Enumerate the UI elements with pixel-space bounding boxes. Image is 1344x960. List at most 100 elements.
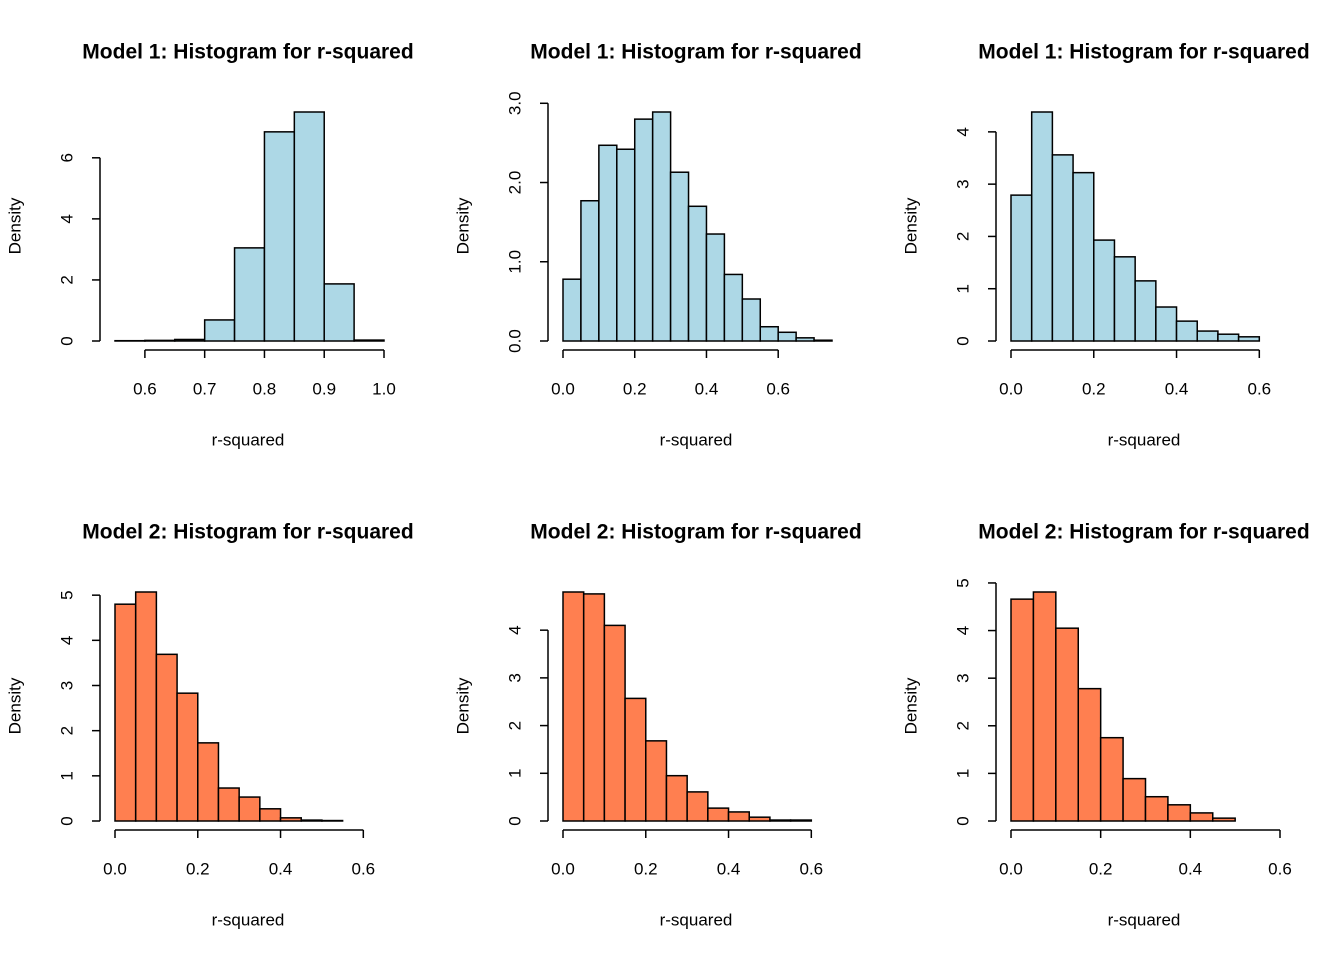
bar [705, 233, 726, 342]
x-axis-label: r-squared [660, 430, 733, 449]
y-tick-label: 1 [505, 769, 524, 778]
y-tick-label: 4 [57, 636, 76, 645]
y-tick-label: 0 [953, 816, 972, 825]
x-tick-label: 0.6 [1247, 379, 1271, 398]
bar [233, 247, 266, 342]
chart-title: Model 1: Histogram for r-squared [82, 41, 413, 64]
bar [174, 338, 206, 342]
bar [1196, 330, 1219, 342]
bar [741, 298, 762, 342]
y-tick-label: 2 [57, 726, 76, 735]
bar [1113, 256, 1136, 342]
bar [562, 591, 585, 822]
x-axis-label: r-squared [1108, 910, 1181, 929]
y-tick-label: 5 [57, 590, 76, 599]
bar [1175, 320, 1198, 342]
bar [603, 624, 626, 822]
bar [582, 593, 606, 822]
y-tick-label: 1 [953, 769, 972, 778]
y-tick-label: 2 [505, 721, 524, 730]
bar [263, 131, 296, 342]
y-tick-label: 1 [57, 771, 76, 780]
bar [1051, 154, 1074, 342]
x-tick-label: 0.2 [1082, 379, 1106, 398]
x-axis-label: r-squared [660, 910, 733, 929]
x-tick-label: 0.6 [1268, 859, 1292, 878]
x-tick-label: 1.0 [372, 379, 396, 398]
y-tick-label: 0 [57, 816, 76, 825]
y-tick-label: 3 [953, 673, 972, 682]
bar [769, 819, 792, 822]
y-tick-label: 3.0 [505, 91, 524, 115]
y-tick-label: 3 [505, 673, 524, 682]
bar [795, 337, 815, 342]
bar [1032, 591, 1057, 822]
x-axis-label: r-squared [212, 910, 285, 929]
bar [687, 205, 708, 342]
bar [1072, 171, 1095, 342]
bar [217, 787, 240, 822]
bar [723, 273, 744, 342]
bar [727, 811, 750, 822]
bar [645, 740, 668, 822]
bar [1167, 804, 1192, 822]
x-tick-label: 0.4 [1179, 859, 1203, 878]
x-tick-label: 0.0 [999, 859, 1023, 878]
bar [1144, 795, 1169, 822]
bar [748, 816, 771, 822]
bar [633, 118, 654, 342]
y-tick-label: 2 [953, 721, 972, 730]
x-tick-label: 0.8 [253, 379, 277, 398]
x-tick-label: 0.4 [1165, 379, 1189, 398]
bar [238, 796, 261, 822]
bar [293, 111, 325, 342]
y-tick-label: 4 [505, 625, 524, 634]
bar [176, 692, 199, 822]
x-tick-label: 0.4 [717, 859, 741, 878]
chart-title: Model 2: Histogram for r-squared [530, 521, 861, 544]
y-tick-label: 1.0 [505, 250, 524, 274]
y-tick-label: 5 [953, 578, 972, 587]
bar [707, 807, 730, 822]
y-tick-label: 3 [57, 681, 76, 690]
bar [279, 817, 302, 822]
bar [1237, 336, 1261, 342]
x-tick-label: 0.2 [1089, 859, 1113, 878]
y-tick-label: 2 [953, 232, 972, 241]
bar [197, 742, 220, 822]
y-axis-label: Density [453, 677, 472, 734]
bar [1099, 736, 1124, 822]
bar [598, 144, 618, 342]
x-tick-label: 0.9 [312, 379, 336, 398]
bar [1212, 817, 1236, 822]
y-tick-label: 2.0 [505, 171, 524, 195]
y-axis-label: Density [5, 677, 24, 734]
bar [562, 278, 582, 342]
bar [323, 283, 355, 342]
x-tick-label: 0.2 [623, 379, 647, 398]
bar [353, 339, 385, 342]
x-tick-label: 0.6 [133, 379, 157, 398]
bar [813, 339, 833, 342]
y-axis-label: Density [5, 197, 24, 254]
y-axis-label: Density [453, 197, 472, 254]
bar [1217, 333, 1240, 342]
bar [1010, 194, 1033, 342]
y-tick-label: 0.0 [505, 329, 524, 353]
x-tick-label: 0.0 [551, 379, 575, 398]
x-axis-label: r-squared [212, 430, 285, 449]
bar [1077, 687, 1102, 822]
x-tick-label: 0.4 [695, 379, 719, 398]
chart-title: Model 1: Histogram for r-squared [530, 41, 861, 64]
bar [1134, 280, 1157, 342]
x-tick-label: 0.0 [551, 859, 575, 878]
bar [1093, 239, 1116, 342]
bar [665, 774, 688, 822]
bar [203, 319, 236, 342]
y-tick-label: 0 [953, 336, 972, 345]
bar [300, 819, 323, 822]
bar [1055, 627, 1080, 822]
bar [777, 331, 797, 342]
y-tick-label: 4 [953, 127, 972, 136]
